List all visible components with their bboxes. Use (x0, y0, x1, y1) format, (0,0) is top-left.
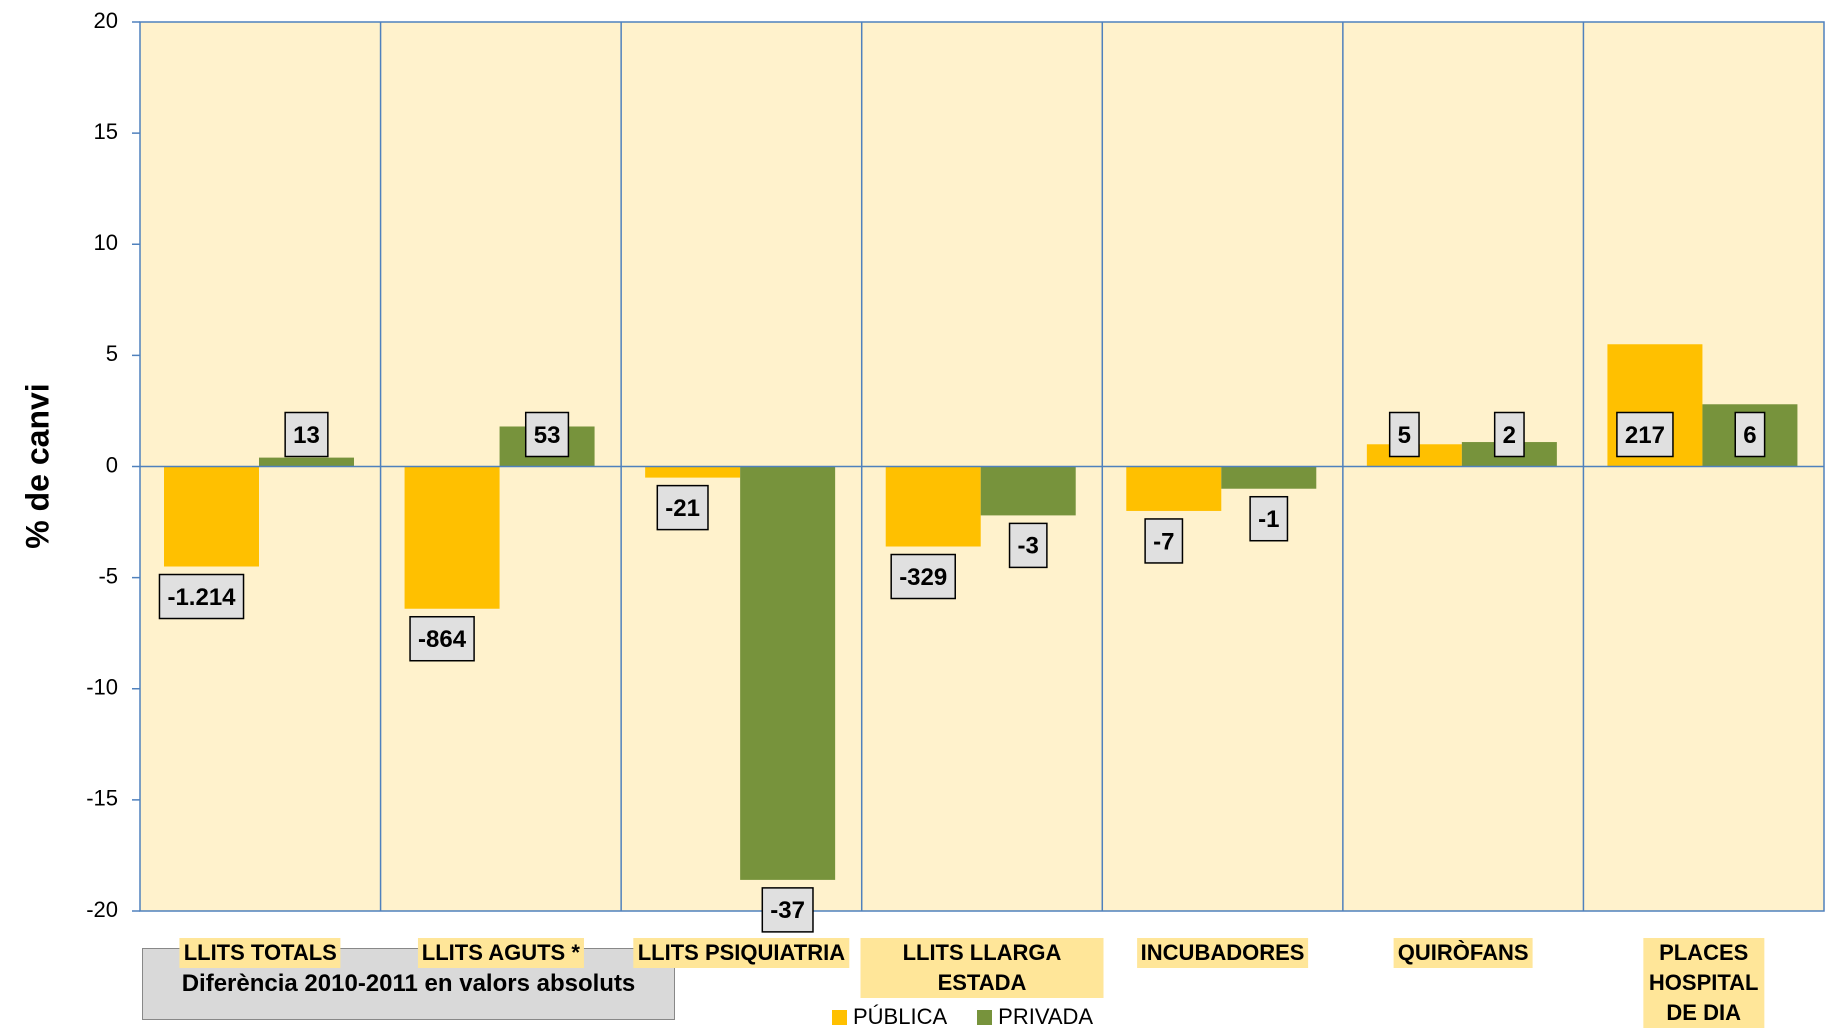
legend-item: PÚBLICA (832, 1004, 947, 1030)
legend-swatch (832, 1009, 847, 1025)
bar (740, 466, 836, 880)
y-tick-label: -20 (86, 897, 118, 922)
bar (1221, 466, 1317, 489)
y-axis-title: % de canvi (19, 383, 55, 548)
data-label: 13 (293, 422, 320, 449)
y-tick-label: -5 (98, 563, 118, 588)
legend-label: PÚBLICA (853, 1004, 948, 1029)
y-tick-label: 20 (94, 8, 118, 33)
x-tick-label: PLACES HOSPITAL DE DIA (1643, 938, 1765, 1028)
data-label: 217 (1625, 422, 1665, 449)
data-label: -21 (665, 495, 700, 522)
label-box (761, 887, 814, 933)
data-label: -864 (418, 626, 467, 653)
x-tick-label: QUIRÒFANS (1393, 938, 1533, 968)
bar (1126, 466, 1222, 511)
label-box (409, 615, 475, 662)
x-tick-label: LLITS AGUTS * (417, 938, 584, 968)
bar (885, 466, 981, 547)
y-tick-label: 0 (106, 452, 118, 477)
label-box (1388, 411, 1420, 458)
label-box (1734, 411, 1766, 458)
label-box (890, 553, 956, 600)
bar (404, 466, 500, 609)
x-tick-label: LLITS TOTALS (179, 938, 341, 968)
legend-item: PRIVADA (977, 1004, 1093, 1030)
x-tick-label: LLITS PSIQUIATRIA (633, 938, 850, 968)
y-tick-label: -10 (86, 675, 118, 700)
y-tick-label: 10 (94, 230, 118, 255)
legend: PÚBLICA PRIVADA (832, 1004, 1093, 1030)
data-label: -1 (1258, 506, 1279, 533)
label-box (284, 411, 329, 458)
data-label: -329 (899, 564, 947, 591)
bar (164, 466, 259, 567)
data-label: 6 (1743, 422, 1756, 449)
data-label: 5 (1398, 422, 1411, 449)
legend-swatch (977, 1009, 993, 1025)
label-box (158, 573, 245, 620)
data-label: -3 (1018, 533, 1039, 560)
y-tick-label: -15 (86, 786, 118, 811)
bar (645, 466, 741, 478)
bar (980, 466, 1076, 516)
data-label: 2 (1503, 422, 1516, 449)
y-tick-label: 15 (94, 119, 118, 144)
label-box (656, 484, 709, 531)
y-tick-label: 5 (106, 341, 118, 366)
bar (259, 457, 354, 467)
label-box (1616, 411, 1674, 458)
label-box (1493, 411, 1525, 458)
data-label: -7 (1153, 528, 1174, 555)
data-label: 53 (534, 422, 561, 449)
label-box (1249, 495, 1289, 542)
legend-label: PRIVADA (998, 1004, 1094, 1029)
label-box (524, 411, 570, 458)
x-tick-label: LLITS LLARGA ESTADA (860, 938, 1104, 998)
label-box (1144, 518, 1184, 564)
data-label: -37 (770, 897, 805, 924)
label-box (1008, 522, 1048, 569)
x-tick-label: INCUBADORES (1136, 938, 1309, 968)
data-label: -1.214 (167, 584, 236, 611)
